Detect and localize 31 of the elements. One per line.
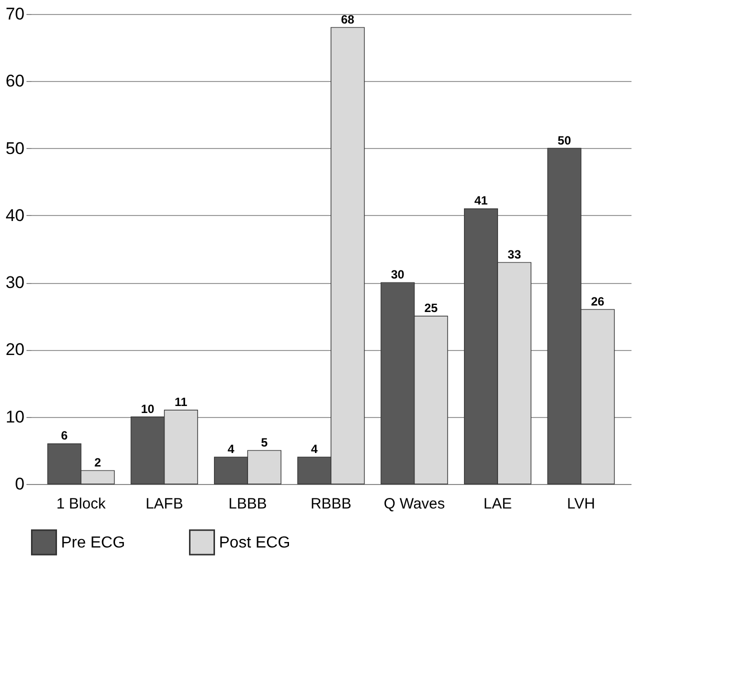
x-tick-label: 1 Block [56, 496, 106, 512]
y-tick-label: 30 [6, 273, 24, 292]
data-label: 68 [340, 12, 355, 26]
legend-label: Post ECG [219, 534, 290, 552]
y-tick-label: 20 [6, 340, 24, 360]
data-label: 41 [474, 194, 488, 208]
data-label: 30 [390, 268, 405, 282]
x-tick-label: LAE [483, 496, 512, 512]
data-label: 11 [174, 395, 188, 410]
data-label: 4 [228, 442, 235, 456]
data-label: 10 [140, 402, 155, 416]
data-label: 2 [94, 456, 102, 470]
data-label: 5 [260, 435, 268, 450]
y-tick-label: 50 [6, 138, 24, 158]
y-tick-label: 70 [6, 4, 24, 24]
x-tick-label: LAFB [146, 496, 184, 512]
x-tick-label: LVH [566, 496, 596, 512]
x-tick-label: RBBB [310, 496, 352, 512]
legend-label: Pre ECG [61, 534, 126, 552]
y-tick-label: 10 [6, 407, 24, 426]
data-label: 6 [60, 428, 68, 443]
x-tick-label: Q Waves [384, 496, 445, 512]
data-label: 33 [508, 247, 522, 262]
data-label: 4 [310, 442, 318, 456]
data-label: 25 [424, 301, 438, 316]
y-tick-label: 40 [6, 206, 24, 225]
x-tick-label: LBBB [228, 496, 267, 512]
data-label: 26 [590, 294, 605, 308]
y-tick-label: 0 [15, 474, 24, 494]
y-tick-label: 60 [6, 72, 24, 91]
data-label: 50 [558, 133, 572, 148]
